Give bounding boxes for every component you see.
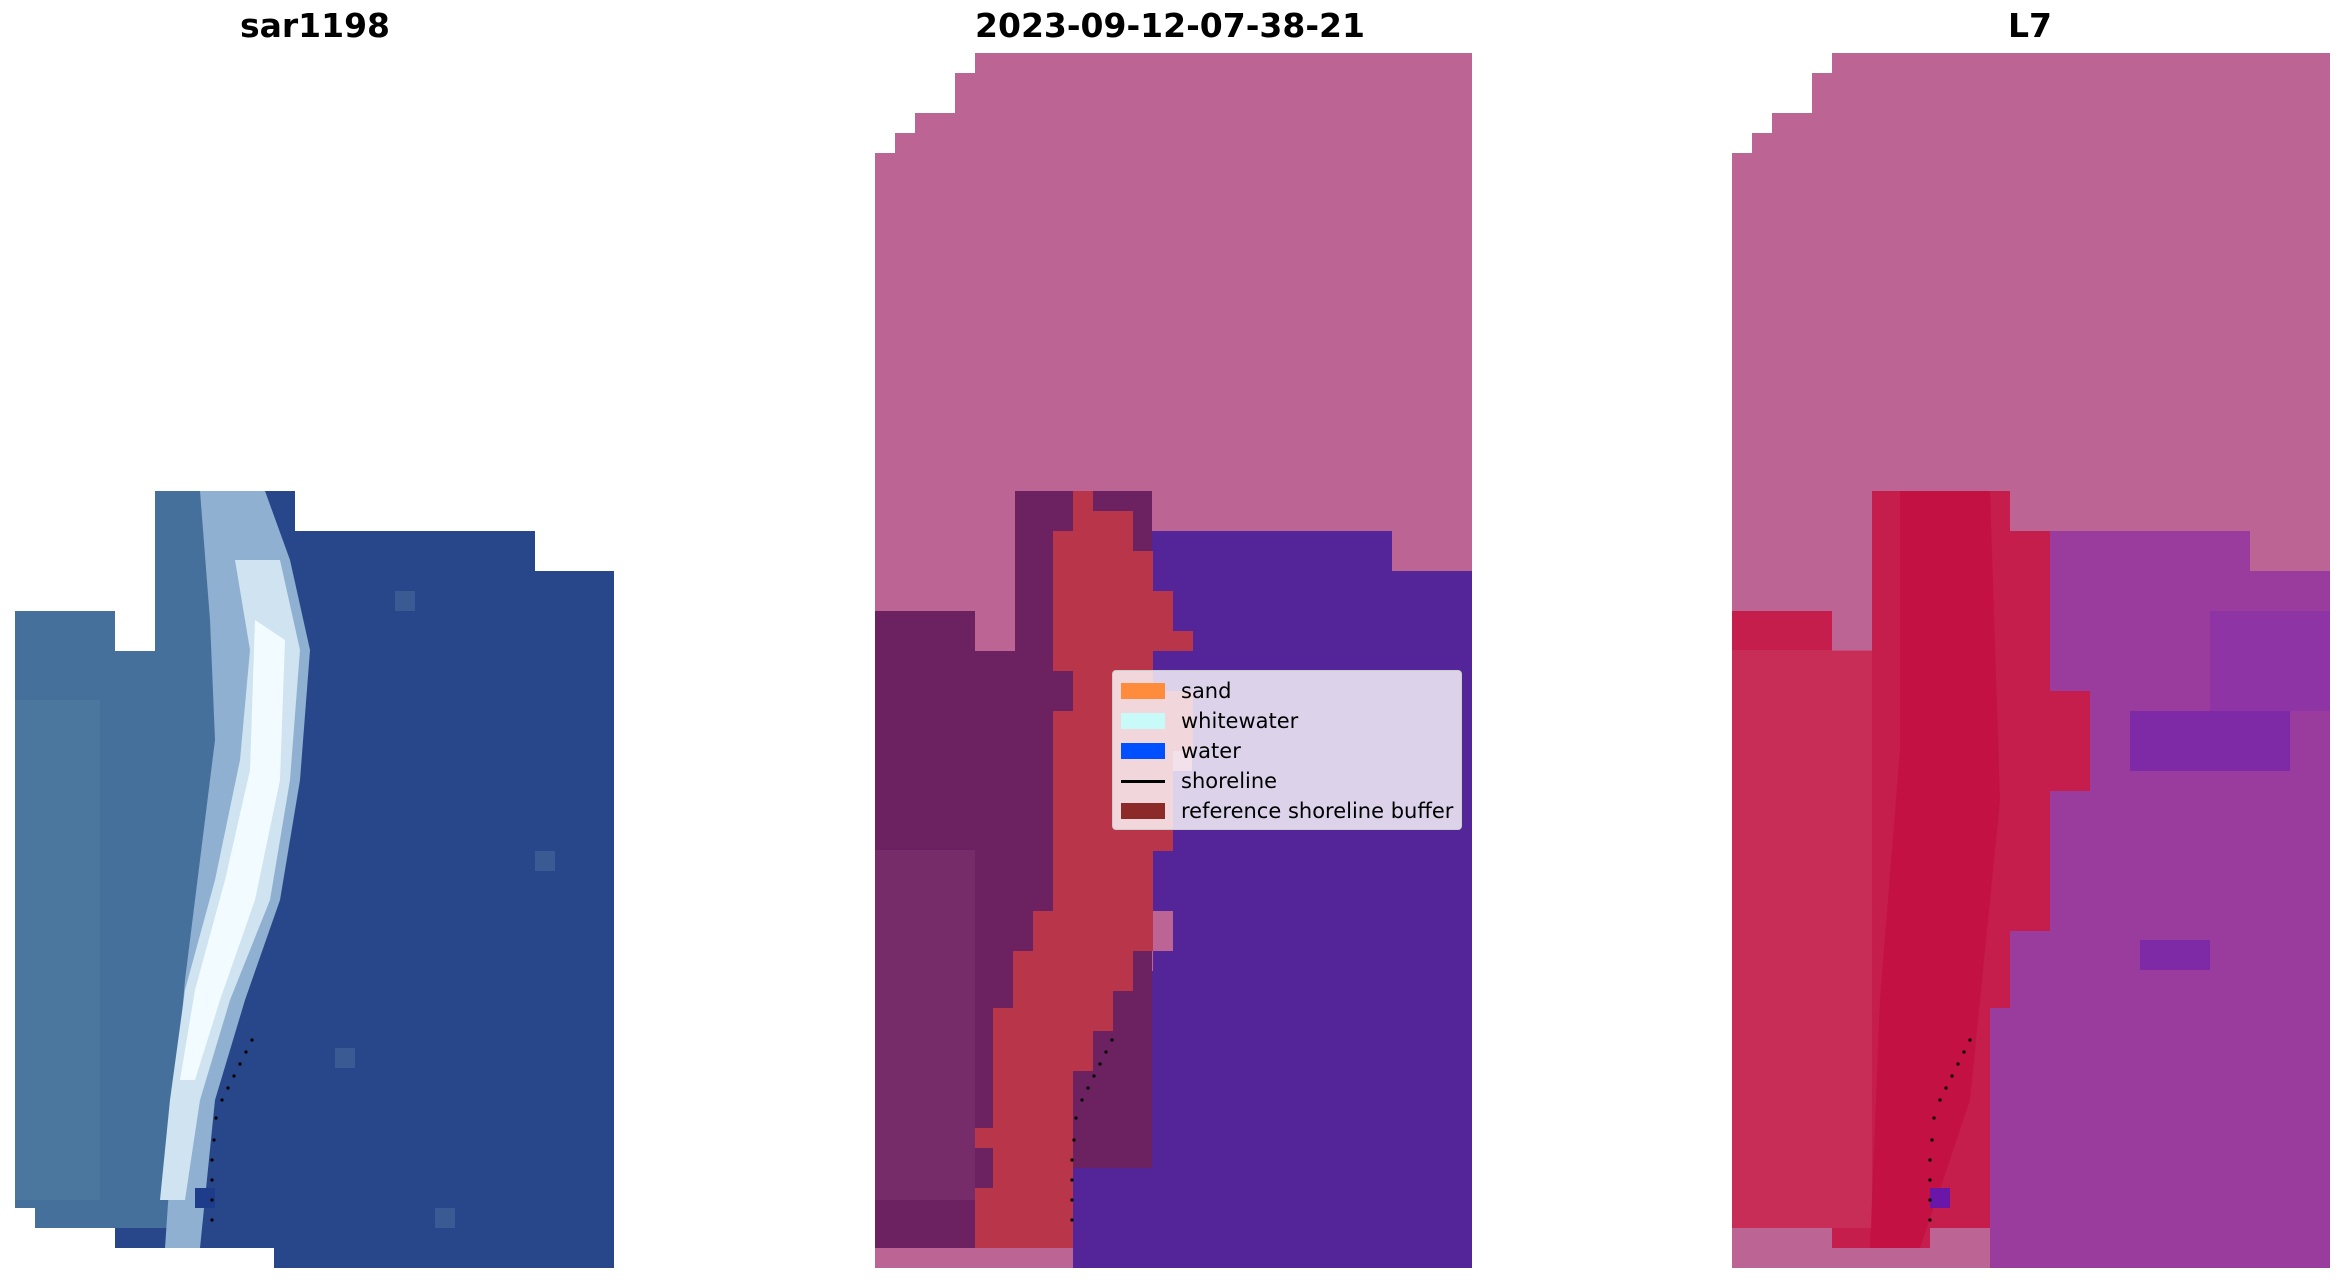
buffer-swatch [1121, 803, 1165, 819]
legend-item-sand: sand [1121, 677, 1231, 705]
rgb-satellite-image [15, 491, 614, 1268]
legend-item-water: water [1121, 737, 1241, 765]
shoreline-points-panel3 [1928, 1038, 1972, 1222]
panel-title-index: L7 [2008, 6, 2052, 45]
sand-swatch [1121, 683, 1165, 699]
panel-title-rgb: sar1198 [239, 6, 391, 45]
shoreline-points-panel1 [210, 1038, 254, 1222]
panel-title-classified: 2023-09-12-07-38-21 [975, 6, 1365, 45]
legend-item-shoreline: shoreline [1121, 767, 1277, 795]
legend: sand whitewater water shoreline referenc… [1112, 670, 1462, 830]
legend-label: sand [1181, 679, 1232, 703]
classified-image [875, 53, 1472, 1268]
shoreline-line-swatch [1121, 779, 1165, 783]
legend-label: whitewater [1181, 709, 1299, 733]
legend-label: shoreline [1181, 769, 1278, 793]
shoreline-points-panel2 [1070, 1038, 1114, 1222]
legend-item-buffer: reference shoreline buffer [1121, 797, 1453, 825]
water-swatch [1121, 743, 1165, 759]
legend-item-whitewater: whitewater [1121, 707, 1298, 735]
index-image [1732, 53, 2330, 1268]
legend-label: reference shoreline buffer [1181, 799, 1454, 823]
legend-label: water [1181, 739, 1241, 763]
whitewater-swatch [1121, 713, 1165, 729]
